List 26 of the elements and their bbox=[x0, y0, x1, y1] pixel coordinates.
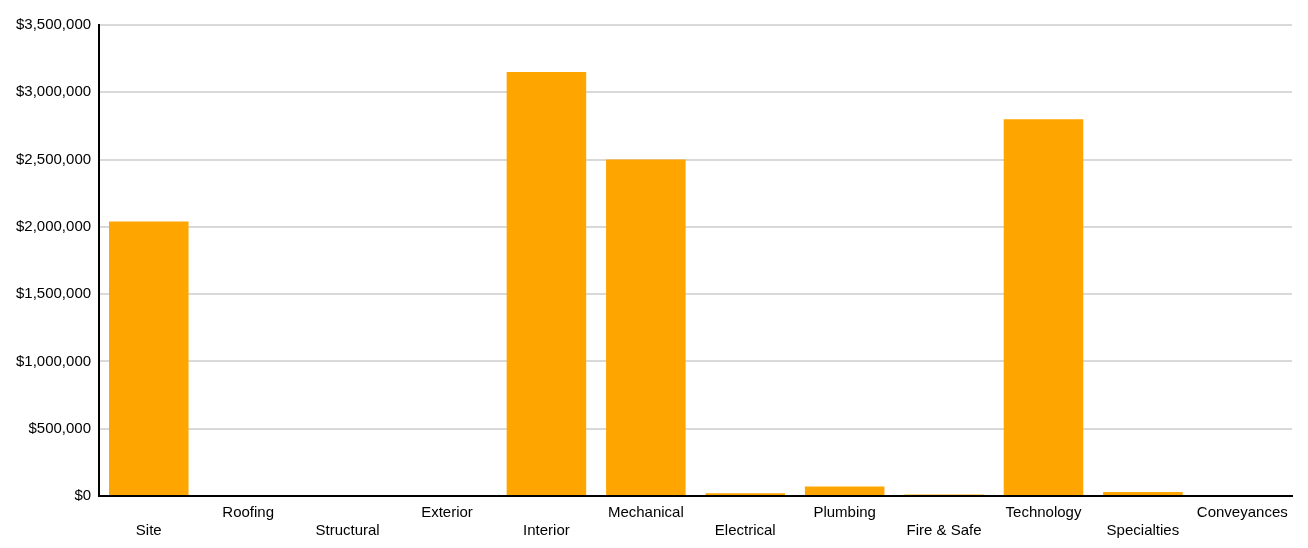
bar bbox=[804, 486, 885, 495]
y-tick-label: $1,500,000 bbox=[16, 284, 92, 302]
x-tick-label: Mechanical bbox=[607, 503, 684, 521]
x-tick-label: Interior bbox=[523, 521, 570, 539]
bar bbox=[506, 72, 587, 495]
y-tick-label: $3,500,000 bbox=[16, 15, 92, 33]
x-tick-label: Fire & Safe bbox=[906, 521, 982, 539]
y-tick-label: $0 bbox=[74, 486, 92, 504]
x-tick-label: Plumbing bbox=[813, 503, 876, 521]
bar bbox=[1003, 119, 1084, 495]
bar bbox=[606, 159, 686, 495]
bar bbox=[1103, 491, 1183, 495]
y-tick-label: $2,500,000 bbox=[16, 149, 92, 167]
y-tick-label: $3,000,000 bbox=[16, 82, 92, 100]
x-tick-label: Specialties bbox=[1106, 521, 1180, 539]
x-tick-label: Technology bbox=[1005, 503, 1082, 521]
bar bbox=[109, 221, 189, 495]
y-tick-label: $2,000,000 bbox=[16, 217, 92, 234]
x-tick-label: Exterior bbox=[421, 503, 473, 521]
y-tick-label: $1,000,000 bbox=[16, 351, 92, 369]
x-tick-label: Conveyances bbox=[1196, 503, 1288, 521]
y-tick-label: $500,000 bbox=[28, 418, 92, 436]
x-tick-label: Roofing bbox=[222, 503, 275, 521]
x-tick-label: Structural bbox=[315, 521, 380, 539]
x-tick-label: Electrical bbox=[714, 521, 776, 539]
x-tick-label: Site bbox=[135, 521, 162, 539]
